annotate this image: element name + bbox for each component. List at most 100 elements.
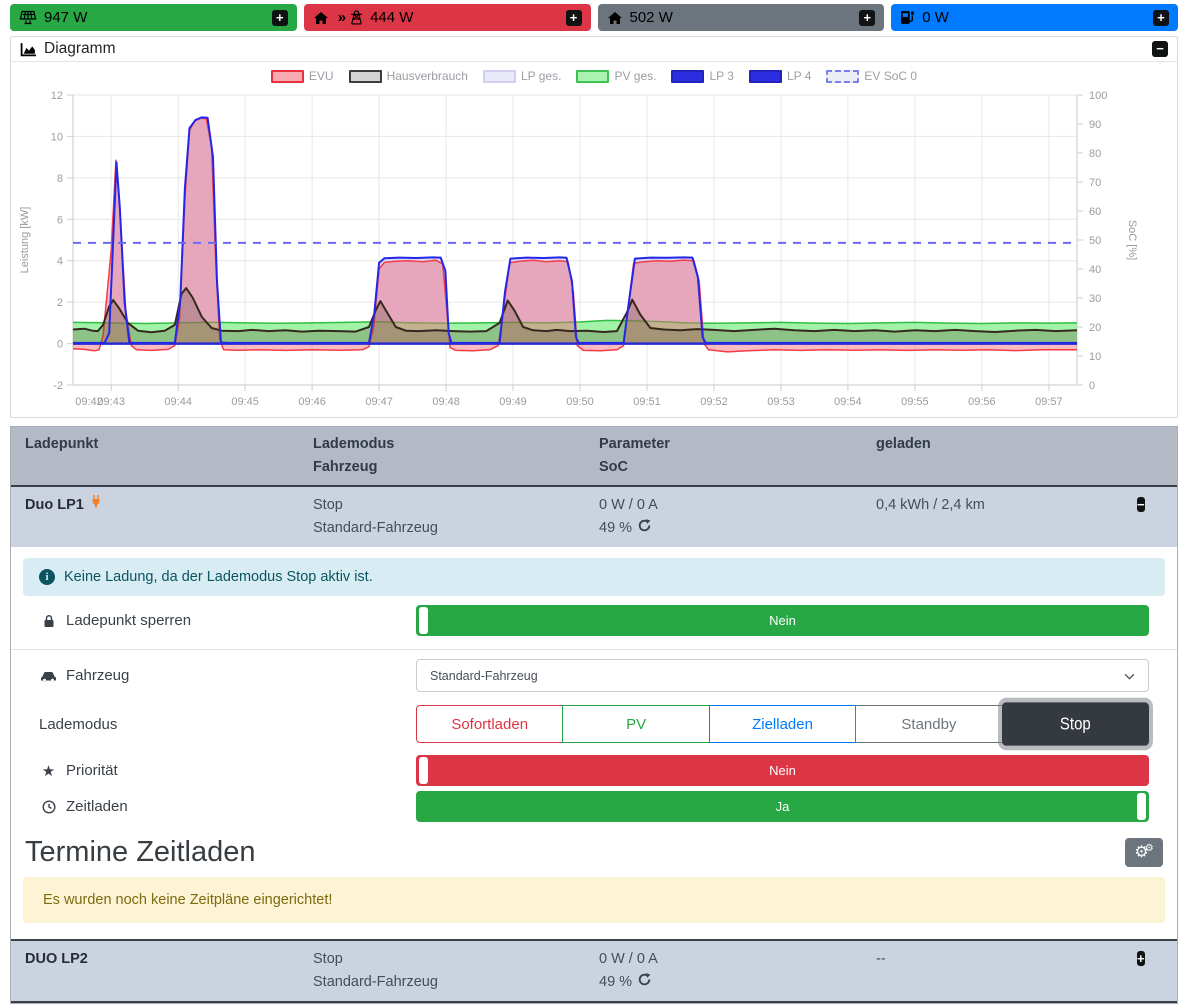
svg-text:09:43: 09:43 xyxy=(97,396,125,408)
mode-button-sofortladen[interactable]: Sofortladen xyxy=(416,705,564,743)
header-lademodus-fahrzeug: Lademodus Fahrzeug xyxy=(313,436,395,475)
svg-text:09:50: 09:50 xyxy=(566,396,594,408)
legend-item-lp-ges-[interactable]: LP ges. xyxy=(482,69,562,83)
priority-value: Nein xyxy=(769,763,796,778)
svg-text:30: 30 xyxy=(1089,293,1101,305)
lock-icon xyxy=(39,614,58,628)
schedule-heading: Termine Zeitladen xyxy=(25,836,256,868)
legend-item-lp-3[interactable]: LP 3 xyxy=(671,69,734,83)
svg-text:09:53: 09:53 xyxy=(767,396,795,408)
pv-power-badge[interactable]: 947 W + xyxy=(10,4,297,31)
grid-power-value: 444 W xyxy=(370,9,414,26)
svg-text:50: 50 xyxy=(1089,235,1101,247)
charge-mode-label: Lademodus xyxy=(39,715,118,733)
no-schedule-text: Es wurden noch keine Zeitpläne eingerich… xyxy=(43,892,333,908)
vehicle-label: Fahrzeug xyxy=(66,667,130,684)
vehicle-select[interactable]: Standard-Fahrzeug xyxy=(416,659,1149,692)
svg-text:09:48: 09:48 xyxy=(432,396,460,408)
grid-expand-button[interactable]: + xyxy=(565,9,582,26)
legend-item-hausverbrauch[interactable]: Hausverbrauch xyxy=(348,69,468,83)
soc-refresh-icon[interactable] xyxy=(638,971,651,994)
legend-item-pv-ges-[interactable]: PV ges. xyxy=(576,69,656,83)
legend-label: LP ges. xyxy=(520,69,562,83)
scheduled-charge-toggle[interactable]: Ja xyxy=(416,791,1149,822)
legend-label: LP 4 xyxy=(786,69,812,83)
soc-refresh-icon[interactable] xyxy=(638,517,651,540)
mode-button-pv[interactable]: PV xyxy=(562,705,710,743)
lp1-power: 0 W / 0 A xyxy=(599,497,658,513)
lp1-parameter: 0 W / 0 A 49 % xyxy=(599,494,876,540)
diagram-collapse-button[interactable]: − xyxy=(1152,41,1168,57)
mode-button-zielladen[interactable]: Zielladen xyxy=(708,705,857,743)
status-badge-bar: 947 W + » 444 W + 502 W + 0 W + xyxy=(0,0,1188,31)
chart-series xyxy=(72,116,1078,353)
home-icon xyxy=(607,11,623,25)
svg-text:09:55: 09:55 xyxy=(901,396,929,408)
chargepoint-expand-button[interactable]: + xyxy=(1153,9,1169,26)
chargepoint-row-lp1[interactable]: Duo LP1 Stop Standard-Fahrzeug 0 W / 0 A… xyxy=(11,487,1177,547)
legend-swatch xyxy=(482,69,516,83)
pv-expand-button[interactable]: + xyxy=(271,9,288,26)
lp1-collapse-button[interactable]: − xyxy=(1137,497,1145,512)
plug-connected-icon xyxy=(90,494,102,517)
legend-swatch xyxy=(348,69,382,83)
diagram-body: EVU Hausverbrauch LP ges. PV ges. LP 3 LP 4 EV… xyxy=(11,69,1177,417)
svg-text:2: 2 xyxy=(57,297,63,309)
chart-area-icon xyxy=(20,42,37,57)
charging-station-icon xyxy=(900,10,915,25)
chargepoint-power-badge[interactable]: 0 W + xyxy=(891,4,1178,31)
svg-text:90: 90 xyxy=(1089,119,1101,131)
svg-text:6: 6 xyxy=(57,214,63,226)
svg-text:8: 8 xyxy=(57,173,63,185)
svg-text:SoC [%]: SoC [%] xyxy=(1126,220,1138,260)
svg-text:70: 70 xyxy=(1089,177,1101,189)
lp2-power: 0 W / 0 A xyxy=(599,951,658,967)
priority-toggle[interactable]: Nein xyxy=(416,755,1149,786)
legend-swatch xyxy=(576,69,610,83)
svg-text:09:46: 09:46 xyxy=(298,396,326,408)
diagram-card-header: Diagramm − xyxy=(11,37,1177,62)
lp2-mode-vehicle: Stop Standard-Fahrzeug xyxy=(313,948,599,994)
star-icon: ★ xyxy=(41,762,56,780)
legend-label: Hausverbrauch xyxy=(386,69,468,83)
priority-row: ★ Priorität Nein xyxy=(11,755,1177,786)
svg-text:40: 40 xyxy=(1089,264,1101,276)
chargepoint-row-lp2[interactable]: DUO LP2 Stop Standard-Fahrzeug 0 W / 0 A… xyxy=(11,939,1177,1003)
mode-button-standby[interactable]: Standby xyxy=(855,705,1003,743)
lp2-vehicle: Standard-Fahrzeug xyxy=(313,974,438,990)
priority-label: Priorität xyxy=(66,762,118,779)
legend-label: EVU xyxy=(308,69,334,83)
no-charge-info-text: Keine Ladung, da der Lademodus Stop akti… xyxy=(64,569,373,585)
svg-text:80: 80 xyxy=(1089,148,1101,160)
legend-item-lp-4[interactable]: LP 4 xyxy=(748,69,812,83)
lock-chargepoint-toggle[interactable]: Nein xyxy=(416,605,1149,636)
legend-item-ev-soc-0[interactable]: EV SoC 0 xyxy=(826,69,917,83)
svg-text:09:54: 09:54 xyxy=(834,396,862,408)
chargepoint-table: Ladepunkt Lademodus Fahrzeug Parameter S… xyxy=(10,426,1178,1004)
svg-text:09:45: 09:45 xyxy=(231,396,259,408)
svg-text:09:57: 09:57 xyxy=(1035,396,1063,408)
schedule-settings-button[interactable]: ⚙ ⚙ xyxy=(1125,838,1163,867)
charge-mode-row: Lademodus Sofortladen PV Zielladen Standby S… xyxy=(11,702,1177,746)
legend-swatch xyxy=(671,69,705,83)
legend-item-evu[interactable]: EVU xyxy=(270,69,334,83)
house-consumption-badge[interactable]: 502 W + xyxy=(597,4,885,31)
lp2-expand-button[interactable]: + xyxy=(1137,951,1145,966)
lp2-parameter: 0 W / 0 A 49 % xyxy=(599,948,876,994)
lp2-soc: 49 % xyxy=(599,974,633,990)
house-expand-button[interactable]: + xyxy=(859,9,876,26)
mode-button-stop[interactable]: Stop xyxy=(1001,702,1150,746)
svg-text:12: 12 xyxy=(51,90,63,102)
diagram-card: Diagramm − EVU Hausverbrauch LP ges. PV ges… xyxy=(10,36,1178,418)
legend-swatch xyxy=(748,69,782,83)
chargepoint-power-value: 0 W xyxy=(922,9,949,26)
svg-text:4: 4 xyxy=(57,256,63,268)
header-geladen: geladen xyxy=(876,436,931,452)
legend-label: PV ges. xyxy=(614,69,657,83)
scheduled-charge-label: Zeitladen xyxy=(66,798,128,815)
lp2-charged: -- xyxy=(876,951,886,967)
svg-text:-2: -2 xyxy=(53,380,63,392)
grid-power-badge[interactable]: » 444 W + xyxy=(303,4,591,31)
lp1-mode-vehicle: Stop Standard-Fahrzeug xyxy=(313,494,599,540)
lp1-vehicle: Standard-Fahrzeug xyxy=(313,520,438,536)
